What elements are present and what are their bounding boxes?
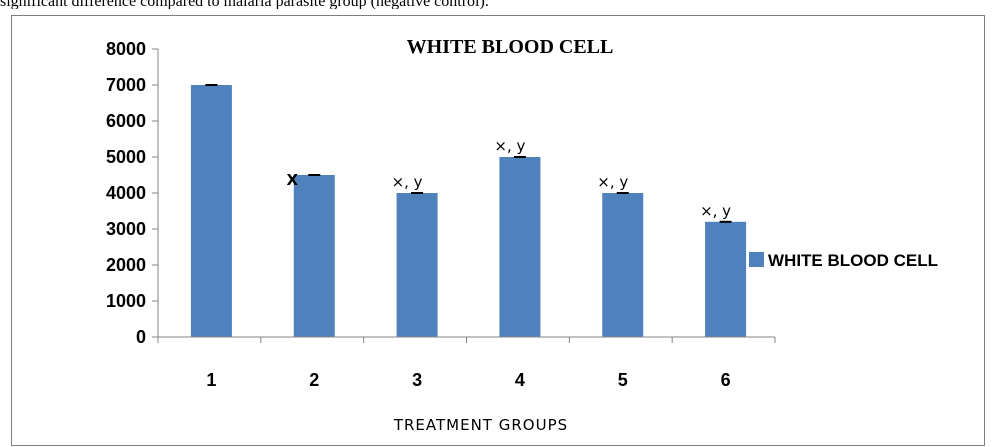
y-tick-label: 7000	[106, 75, 146, 95]
significance-annotation: X	[286, 171, 298, 189]
y-tick-label: 6000	[106, 111, 146, 131]
chart-title: WHITE BLOOD CELL	[407, 36, 614, 58]
legend: WHITE BLOOD CELL	[749, 251, 938, 270]
x-tick-label: 2	[309, 370, 319, 390]
x-tick-label: 4	[515, 370, 525, 390]
significance-annotation: ×, y	[700, 202, 731, 220]
bar	[293, 175, 335, 337]
figure-caption: significant difference compared to malar…	[0, 0, 489, 9]
x-tick-label: 5	[618, 370, 628, 390]
y-tick-label: 1000	[106, 291, 146, 311]
x-axis-label: TREATMENT GROUPS	[393, 416, 568, 434]
y-tick-label: 8000	[106, 39, 146, 59]
legend-label: WHITE BLOOD CELL	[768, 251, 938, 270]
axes-group: 0 1000 2000 3000 4000 5000 6000 7000 8000 1 2 3 4 5 6	[106, 39, 776, 390]
significance-annotation: ×, y	[392, 173, 423, 191]
significance-annotation: ×, y	[494, 137, 525, 155]
x-tick-label: 6	[721, 370, 731, 390]
y-tick-label: 0	[136, 327, 146, 347]
x-tick-label: 3	[412, 370, 422, 390]
y-tick-label: 4000	[106, 183, 146, 203]
bar	[190, 85, 232, 337]
bar	[602, 193, 644, 337]
y-tick-label: 2000	[106, 255, 146, 275]
chart-frame	[11, 15, 985, 446]
legend-swatch	[749, 252, 764, 267]
x-tick-label: 1	[206, 370, 216, 390]
bar	[499, 157, 541, 337]
bar	[396, 193, 438, 337]
y-tick-label: 5000	[106, 147, 146, 167]
bars-group: X ×, y ×, y ×, y ×, y	[190, 84, 747, 337]
y-tick-label: 3000	[106, 219, 146, 239]
significance-annotation: ×, y	[597, 173, 628, 191]
bar	[705, 221, 747, 337]
